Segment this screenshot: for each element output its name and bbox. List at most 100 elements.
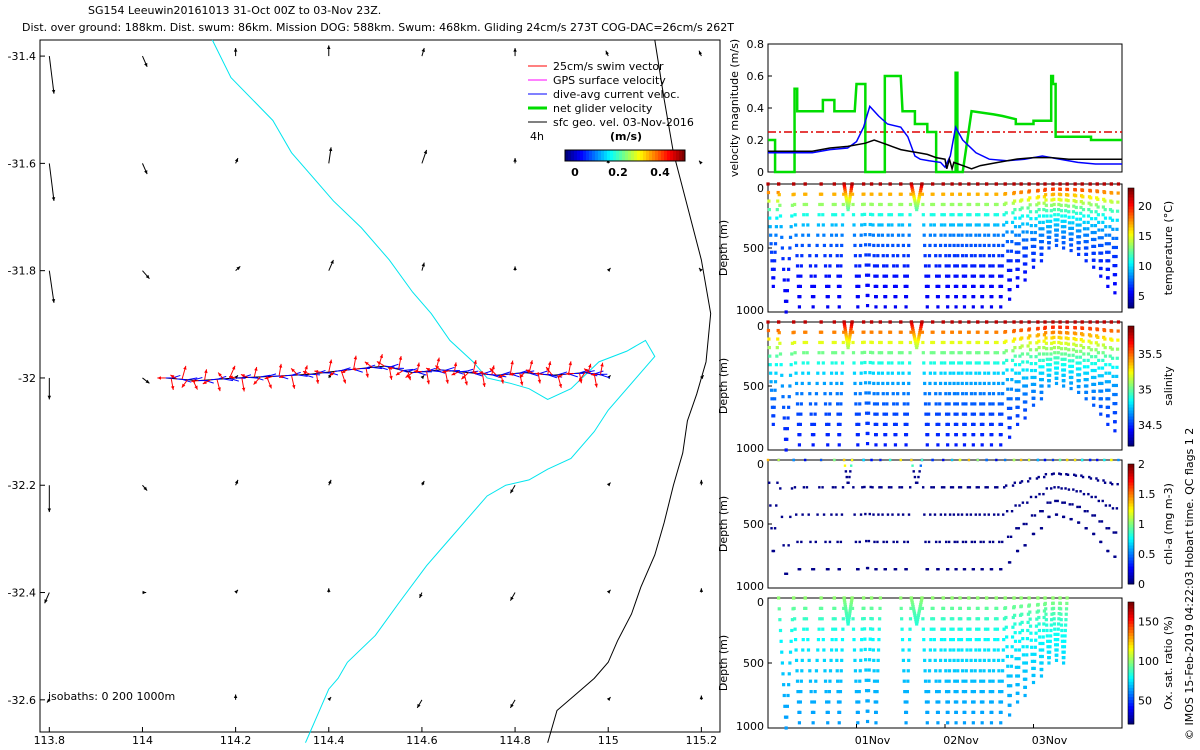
profile-point (823, 679, 828, 683)
profile-point (777, 182, 781, 186)
profile-point (1037, 622, 1041, 626)
profile-point (913, 615, 917, 620)
profile-point (926, 433, 930, 437)
profile-point (861, 486, 864, 489)
profile-point (995, 340, 999, 345)
profile-point (789, 639, 793, 643)
profile-point (799, 690, 803, 694)
profile-point (892, 540, 895, 544)
profile-point (1039, 259, 1044, 263)
profile-point (1113, 291, 1117, 295)
colorbar-tick-label: 1.5 (1138, 488, 1156, 501)
profile-point (923, 679, 928, 683)
profile-point (836, 402, 840, 406)
colorbar-cell (1128, 536, 1134, 540)
swim-vector-head (291, 368, 295, 373)
profile-point (780, 246, 784, 250)
velocity-series: 00.20.40.60.8 (747, 38, 1122, 179)
profile-point (832, 596, 836, 600)
geo-vector-head (513, 266, 517, 270)
profile-point (860, 213, 864, 217)
profile-point (1040, 661, 1044, 665)
profile-point (957, 223, 961, 227)
profile-point (871, 486, 874, 489)
profile-point (850, 598, 854, 602)
profile-point (968, 213, 972, 217)
profile-point (1014, 242, 1018, 246)
profile-point (1051, 458, 1055, 462)
profile-point (904, 443, 908, 447)
profile-point (1036, 188, 1040, 192)
profile-point (956, 381, 960, 386)
profile-point (1095, 328, 1100, 332)
profile-point (892, 274, 896, 278)
colorbar-tick-label: 0 (1138, 578, 1145, 591)
profile-point (1113, 411, 1118, 415)
colorbar-tick-label: 0.5 (1138, 548, 1156, 561)
profile-point (903, 690, 907, 694)
profile-point (1026, 620, 1030, 624)
profile-point (809, 274, 813, 278)
profile-point (901, 371, 905, 375)
figure-title-line1: SG154 Leeuwin20161013 31-Oct 00Z to 03-N… (88, 4, 382, 17)
profile-point (974, 361, 978, 365)
profile-point (786, 416, 790, 420)
profile-point (933, 371, 937, 375)
profile-point (1024, 392, 1028, 396)
profile-point (1052, 622, 1057, 626)
colorbar-cell (1128, 515, 1134, 519)
profile-point (906, 402, 910, 406)
profile-point (1033, 652, 1037, 656)
profile-point (1087, 208, 1091, 212)
colorbar-cell (640, 150, 644, 161)
geo-vector-head (47, 395, 52, 400)
profile-point (1086, 220, 1090, 224)
profile-point (978, 513, 981, 516)
colorbar-cell (1128, 209, 1134, 213)
profile-point (851, 213, 856, 217)
profile-point (819, 458, 823, 462)
profile-point (969, 381, 973, 386)
profile-point (1000, 402, 1004, 406)
profile-point (1014, 657, 1018, 661)
profile-point (856, 433, 860, 437)
profile-point (842, 458, 846, 462)
profile-point (772, 405, 776, 409)
profile-point (1081, 346, 1086, 350)
profile-point (858, 679, 862, 683)
profile-point (869, 182, 874, 186)
colorbar-cell (1128, 572, 1134, 576)
profile-point (1030, 645, 1034, 649)
profile-point (792, 596, 796, 600)
profile-point (1090, 224, 1094, 228)
profile-point (811, 721, 815, 725)
profile-point (1057, 335, 1061, 339)
profile-point (961, 402, 965, 406)
profile-point (1061, 501, 1064, 504)
map-xtick-label: 114 (132, 734, 153, 747)
profile-point (816, 638, 821, 642)
profile-point (891, 243, 895, 248)
profile-point (1081, 339, 1085, 343)
profile-point (1062, 650, 1066, 654)
coastline (547, 39, 712, 743)
profile-point (1010, 635, 1015, 639)
profile-point (863, 485, 866, 489)
profile-point (921, 486, 925, 489)
profile-point (996, 361, 1000, 365)
colorbar-cell (1128, 659, 1134, 664)
profile-point (999, 700, 1004, 704)
profile-point (988, 690, 992, 694)
profile-point (957, 486, 961, 489)
profile-point (931, 340, 936, 345)
profile-point (792, 606, 796, 610)
colorbar-cell (1128, 245, 1134, 249)
swim-vector-head (600, 362, 604, 367)
profile-point (1116, 320, 1121, 324)
profile-point (890, 361, 894, 365)
profile-point (1010, 645, 1014, 649)
profile-point (1009, 397, 1013, 401)
profile-point (911, 188, 915, 192)
profile-point (793, 361, 798, 365)
profile-point (938, 669, 942, 673)
